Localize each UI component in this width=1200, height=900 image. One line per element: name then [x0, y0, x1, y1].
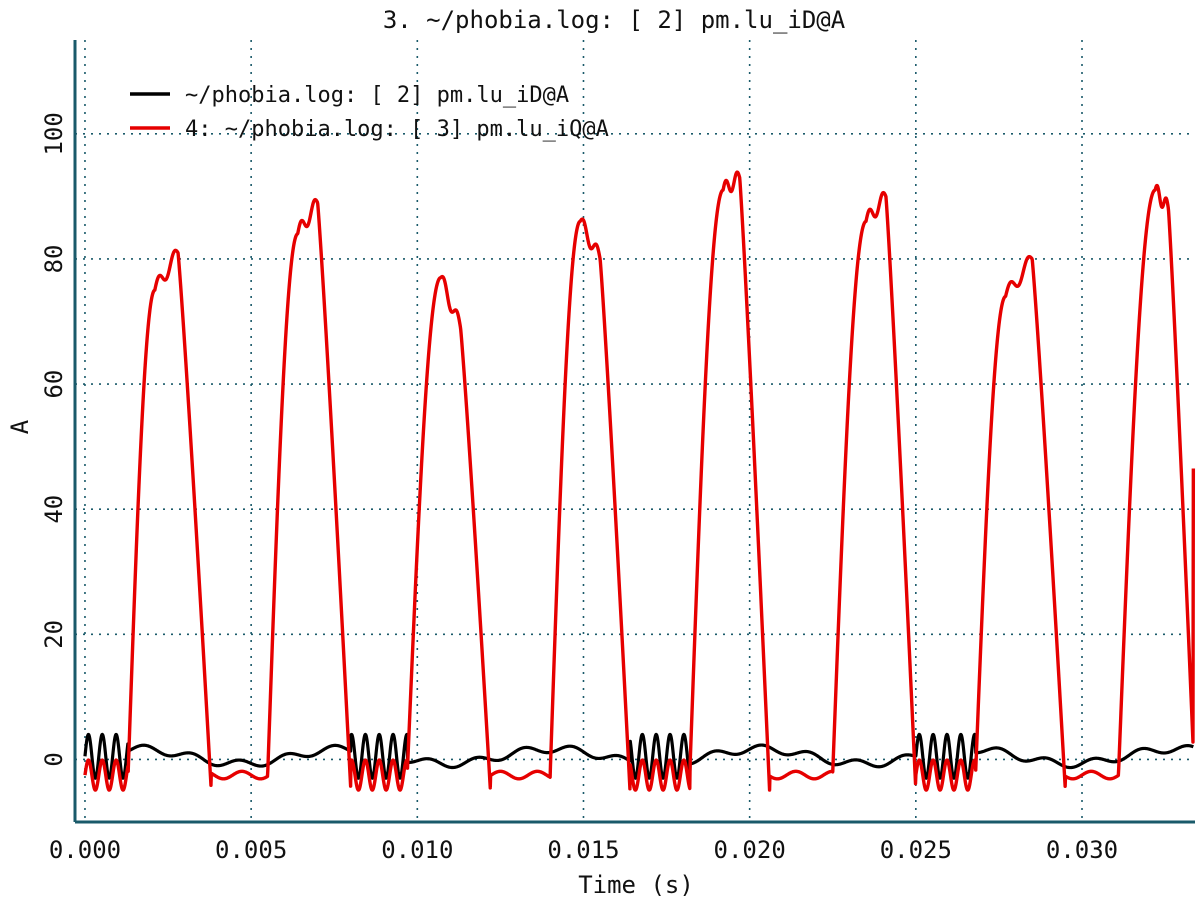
series-line-iQ: [83, 170, 1196, 792]
y-tick-label: 60: [40, 370, 68, 399]
chart-title: 3. ~/phobia.log: [ 2] pm.lu_iD@A: [383, 6, 846, 34]
legend-label-iQ: 4: ~/phobia.log: [ 3] pm.lu_iQ@A: [185, 117, 609, 142]
y-tick-label: 100: [40, 112, 68, 155]
axes: [73, 40, 1195, 824]
y-tick-label: 80: [40, 245, 68, 274]
x-tick-label: 0.010: [381, 836, 453, 864]
series: [83, 170, 1196, 792]
x-tick-label: 0.005: [215, 836, 287, 864]
x-tick-label: 0.020: [714, 836, 786, 864]
x-axis-label: Time (s): [578, 871, 694, 899]
legend-label-iD: ~/phobia.log: [ 2] pm.lu_iD@A: [185, 83, 569, 108]
y-tick-label: 40: [40, 495, 68, 524]
x-tick-label: 0.015: [547, 836, 619, 864]
y-tick-label: 20: [40, 620, 68, 649]
tick-labels: 0.000 0.005 0.010 0.015 0.020 0.025 0.030 0 20 40…: [40, 112, 1118, 864]
y-axis-label: A: [6, 419, 34, 434]
y-tick-label: 0: [40, 752, 68, 766]
x-tick-label: 0.000: [49, 836, 121, 864]
x-tick-label: 0.030: [1046, 836, 1118, 864]
grid: [75, 40, 1195, 822]
x-tick-label: 0.025: [880, 836, 952, 864]
legend: ~/phobia.log: [ 2] pm.lu_iD@A 4: ~/phobi…: [130, 83, 609, 142]
